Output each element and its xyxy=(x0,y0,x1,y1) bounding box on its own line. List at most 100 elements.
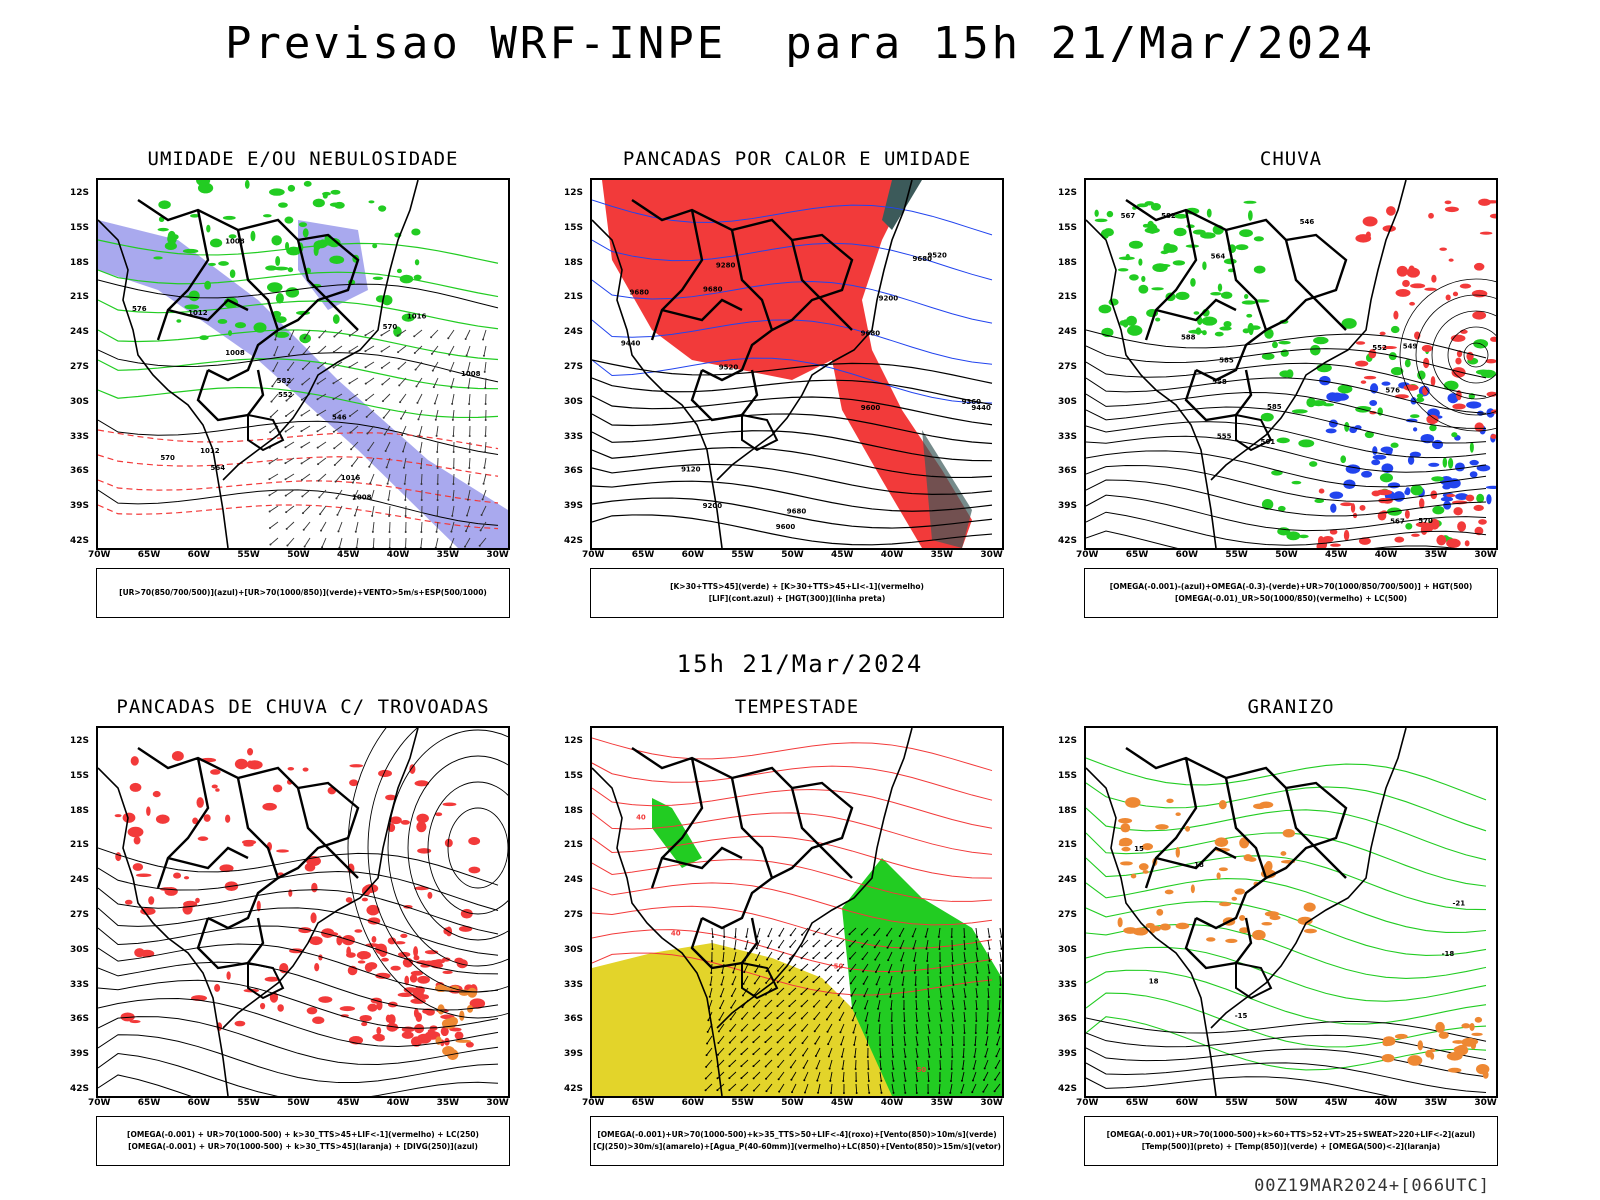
contour-label: 9360 xyxy=(962,398,982,406)
latitude-label: 42S xyxy=(70,1084,90,1094)
contour-label: 9680 xyxy=(703,285,723,293)
panel-title: PANCADAS DE CHUVA C/ TROVOADAS xyxy=(116,696,490,718)
contour-label: -21 xyxy=(1453,899,1466,907)
latitude-label: 30S xyxy=(564,944,584,955)
contour-label: 40 xyxy=(671,930,681,938)
longitude-label: 65W xyxy=(137,1098,161,1108)
latitude-label: 42S xyxy=(70,536,90,546)
longitude-label: 70W xyxy=(88,550,111,560)
map-canvas: 9680 9680 9680 9680 9680 9600 9600 9520 9520 9440… xyxy=(592,180,993,548)
latitude-label: 27S xyxy=(70,910,90,920)
longitude-label: 40W xyxy=(386,1098,410,1108)
legend-tempestade: [OMEGA(-0.001)+UR>70(1000-500)+k>35_TTS>… xyxy=(590,1116,1004,1166)
contour-label: 1012 xyxy=(188,309,208,317)
longitude-label: 70W xyxy=(1076,550,1099,560)
map-trovoadas xyxy=(96,726,510,1098)
latitude-label: 36S xyxy=(1058,466,1078,477)
map-canvas xyxy=(98,728,508,1096)
legend-line: [UR>70(850/700/500)](azul)+[UR>70(1000/8… xyxy=(119,588,487,597)
contour-label: 552 xyxy=(278,391,293,399)
latitude-label: 36S xyxy=(564,466,584,477)
longitude-label: 45W xyxy=(337,550,360,560)
latitude-label: 24S xyxy=(564,327,584,338)
latitude-label: 15S xyxy=(1058,770,1078,781)
map-chuva: 585 588 582 576 570 564 561 558 555 552 549 546 567 5… xyxy=(1084,178,1498,550)
latitude-label: 39S xyxy=(1058,1049,1078,1060)
longitude-label: 55W xyxy=(237,550,260,560)
longitude-label: 35W xyxy=(1424,1098,1448,1108)
latitude-label: 30S xyxy=(1058,944,1078,955)
longitude-label: 55W xyxy=(237,1098,260,1108)
latitude-label: 12S xyxy=(1058,736,1078,746)
contour-label: 9600 xyxy=(776,523,796,531)
contour-label: 570 xyxy=(160,454,175,462)
contour-label: 40 xyxy=(636,813,646,821)
longitude-label: 30W xyxy=(980,1098,1003,1108)
longitude-label: 70W xyxy=(582,1098,605,1108)
contour-label: 570 xyxy=(383,323,398,331)
latitude-label: 36S xyxy=(564,1014,584,1025)
contour-label: 9520 xyxy=(719,364,739,372)
contour-label: 576 xyxy=(1385,387,1400,395)
contour-label: 1008 xyxy=(225,237,245,245)
latitude-label: 30S xyxy=(70,944,90,955)
latitude-label: 18S xyxy=(1058,805,1078,816)
run-timestamp: 00Z19MAR2024+[066UTC] xyxy=(1254,1176,1490,1196)
longitude-label: 30W xyxy=(486,550,509,560)
panel-title: UMIDADE E/OU NEBULOSIDADE xyxy=(147,148,459,170)
longitude-label: 45W xyxy=(337,1098,360,1108)
latitude-label: 24S xyxy=(70,327,90,338)
latitude-label: 42S xyxy=(564,536,584,546)
contour-label: 564 xyxy=(210,464,225,472)
legend-line: [OMEGA(-0.001)-(azul)+OMEGA(-0.3)-(verde… xyxy=(1109,582,1473,591)
longitude-label: 40W xyxy=(880,550,904,560)
latitude-label: 24S xyxy=(564,875,584,886)
legend-line: [Temp(500)](preto) + [Temp(850)](verde) … xyxy=(1141,1142,1441,1151)
latitude-label: 18S xyxy=(1058,257,1078,268)
contour-label: 1008 xyxy=(352,493,372,501)
latitude-label: 21S xyxy=(70,840,90,851)
latitude-label: 24S xyxy=(1058,875,1078,886)
legend-line: [OMEGA(-0.001) + UR>70(1000-500) + k>30_… xyxy=(128,1142,478,1151)
latitude-label: 21S xyxy=(564,292,584,303)
longitude-label: 30W xyxy=(486,1098,509,1108)
latitude-label: 33S xyxy=(564,431,584,442)
contour-label: -18 xyxy=(1442,950,1455,958)
map-canvas: 18 18 15 -15 -18 -21 xyxy=(1086,728,1490,1096)
contour-label: 9120 xyxy=(681,465,701,473)
contour-label: 570 xyxy=(1418,517,1433,525)
longitude-label: 40W xyxy=(1374,1098,1398,1108)
latitude-label: 39S xyxy=(70,501,90,512)
contour-label: 555 xyxy=(1217,432,1232,440)
longitude-label: 50W xyxy=(781,1098,804,1108)
contour-label: 567 xyxy=(1121,212,1136,220)
forecast-time-title: 15h 21/Mar/2024 xyxy=(676,650,924,678)
latitude-label: 12S xyxy=(564,736,584,746)
contour-label: 50 xyxy=(834,962,844,970)
latitude-label: 30S xyxy=(1058,396,1078,407)
contour-label: 9600 xyxy=(861,404,881,412)
longitude-label: 45W xyxy=(831,550,854,560)
contour-label: -15 xyxy=(1235,1012,1248,1020)
latitude-label: 36S xyxy=(70,1014,90,1025)
contour-label: 18 xyxy=(1149,978,1159,986)
legend-line: [CJ(250)>30m/s](amarelo)+[Agua_P(40-60mm… xyxy=(593,1142,1001,1151)
latitude-label: 39S xyxy=(70,1049,90,1060)
longitude-label: 55W xyxy=(731,550,754,560)
longitude-label: 50W xyxy=(1275,550,1298,560)
latitude-label: 27S xyxy=(70,362,90,372)
longitude-label: 40W xyxy=(880,1098,904,1108)
latitude-label: 12S xyxy=(564,188,584,198)
latitude-label: 15S xyxy=(564,770,584,781)
longitude-label: 45W xyxy=(1325,550,1348,560)
legend-trovoadas: [OMEGA(-0.001) + UR>70(1000-500) + k>30_… xyxy=(96,1116,510,1166)
contour-label: 1016 xyxy=(341,474,361,482)
longitude-label: 60W xyxy=(1175,1098,1199,1108)
legend-chuva: [OMEGA(-0.001)-(azul)+OMEGA(-0.3)-(verde… xyxy=(1084,568,1498,618)
latitude-label: 15S xyxy=(1058,222,1078,233)
contour-label: 582 xyxy=(277,377,292,385)
contour-label: 546 xyxy=(1300,218,1315,226)
contour-label: 576 xyxy=(132,305,147,313)
legend-line: [LIF](cont.azul) + [HGT(300)](linha pret… xyxy=(708,594,886,603)
map-canvas: 1008 1008 1012 1012 1016 1016 1008 1008 552 564 57… xyxy=(98,180,508,548)
